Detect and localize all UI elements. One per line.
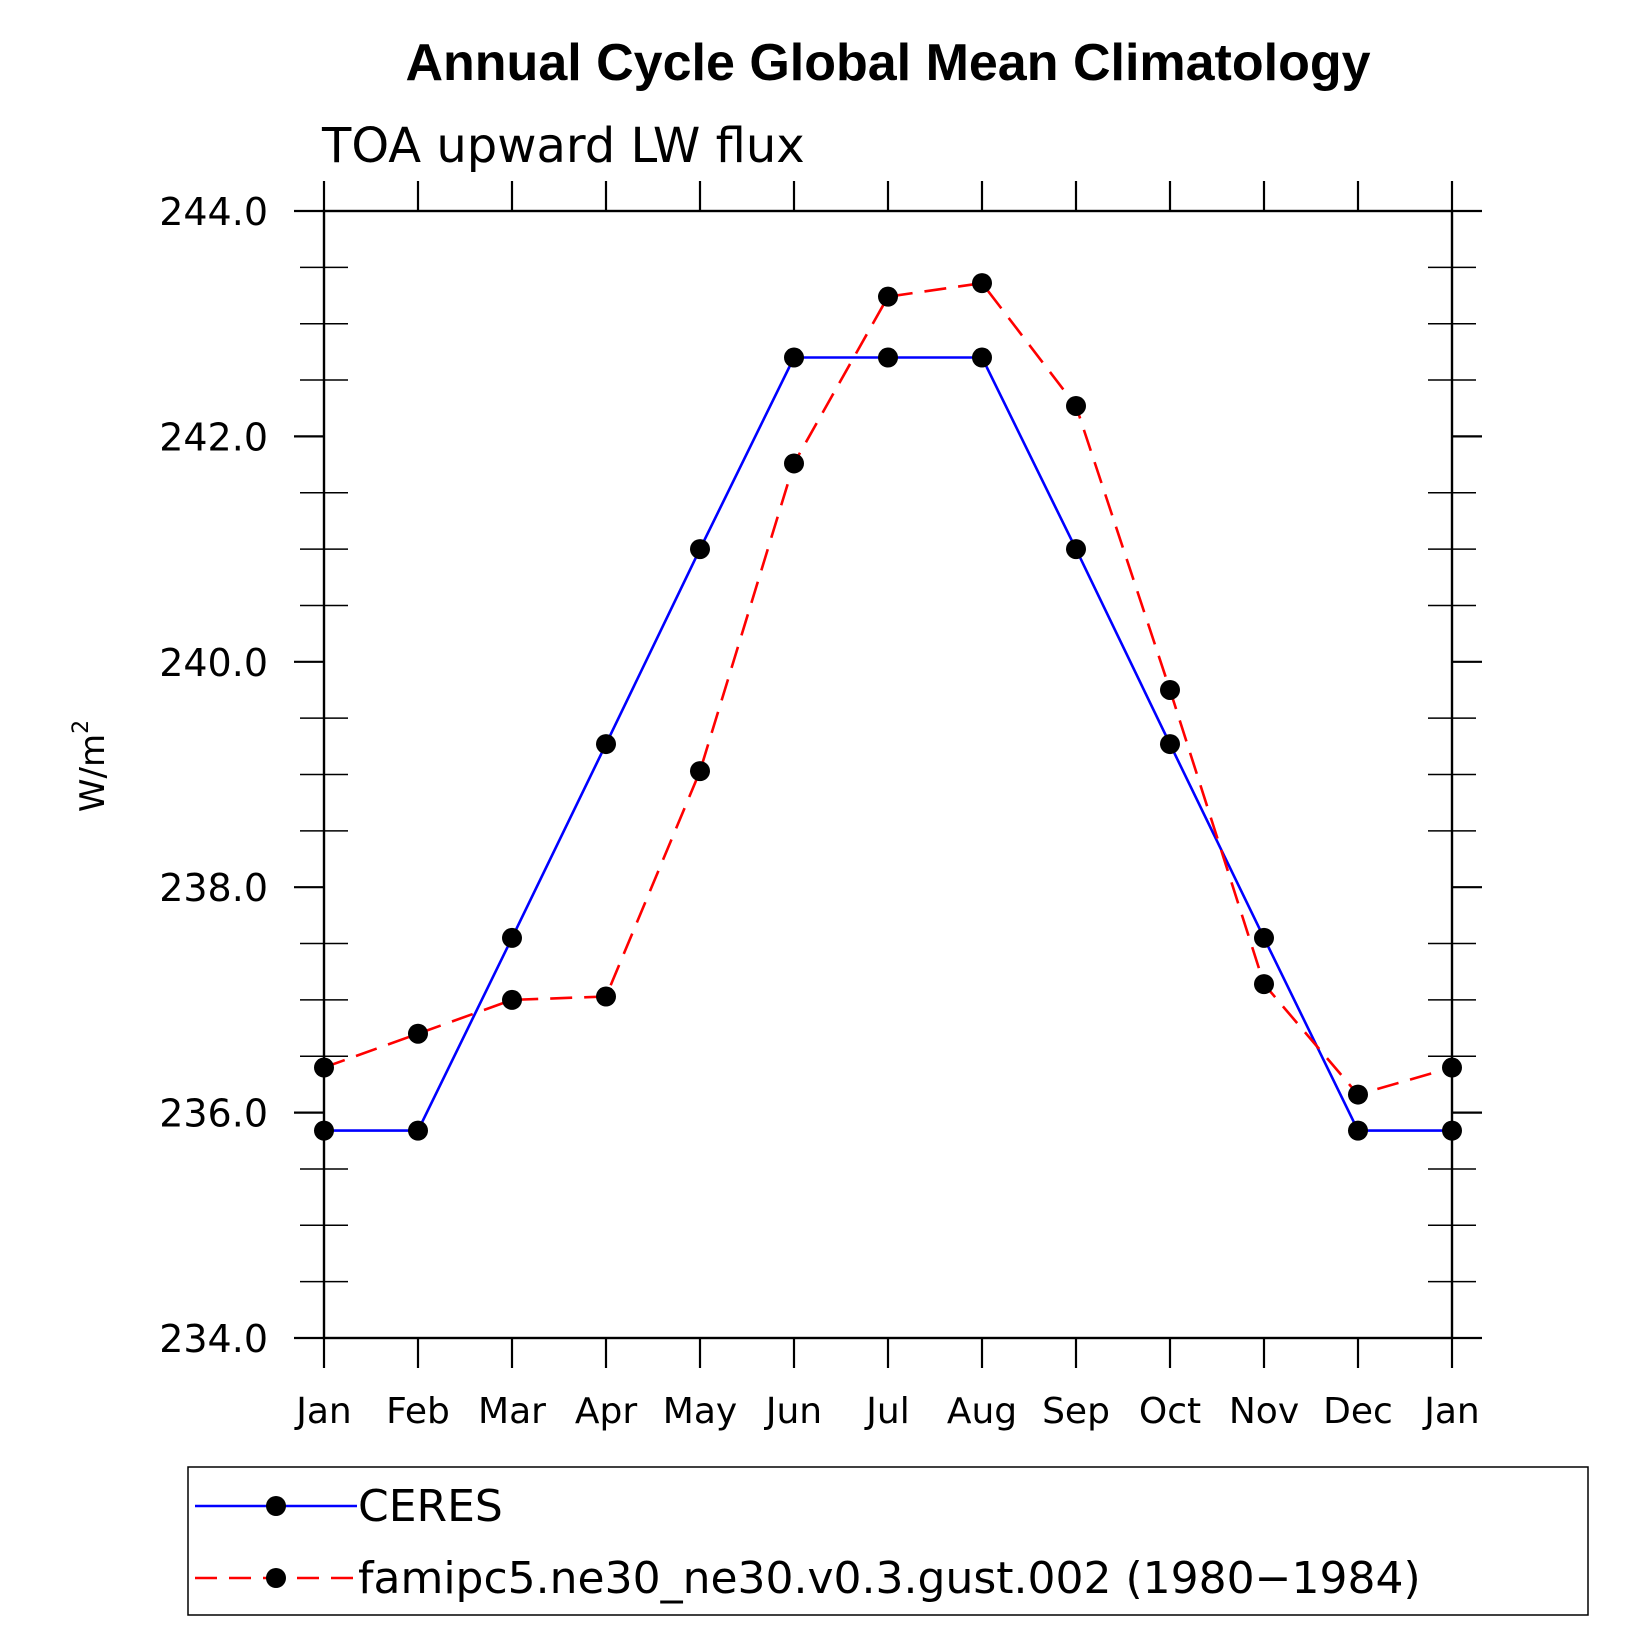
- x-tick-label: Jun: [764, 1391, 822, 1432]
- legend-marker-model: [266, 1568, 286, 1588]
- y-axis-label-superscript: 2: [69, 720, 94, 734]
- data-point-series-1: [502, 989, 522, 1010]
- y-axis-label: W/m2: [69, 720, 113, 812]
- data-point-series-0: [1348, 1120, 1368, 1141]
- data-point-series-0: [502, 927, 522, 948]
- x-tick-label: Mar: [478, 1391, 546, 1432]
- data-point-series-1: [690, 761, 710, 782]
- data-point-series-0: [596, 734, 616, 755]
- legend: CERES famipc5.ne30_ne30.v0.3.gust.002 (1…: [187, 1466, 1589, 1616]
- legend-box: [187, 1466, 1589, 1616]
- chart-subtitle: TOA upward LW flux: [321, 118, 805, 174]
- y-tick-label: 240.0: [159, 641, 268, 685]
- data-point-series-1: [596, 986, 616, 1007]
- x-tick-label: Dec: [1323, 1391, 1393, 1432]
- y-tick-label: 234.0: [159, 1317, 268, 1361]
- x-tick-label: Feb: [386, 1391, 450, 1432]
- data-point-series-0: [1066, 539, 1086, 560]
- x-tick-label: Jul: [864, 1391, 909, 1432]
- data-point-series-1: [972, 273, 992, 294]
- data-point-series-1: [314, 1057, 334, 1078]
- data-point-series-1: [1442, 1057, 1462, 1078]
- data-point-series-0: [1160, 734, 1180, 755]
- x-tick-label: Oct: [1139, 1391, 1201, 1432]
- data-point-series-1: [878, 286, 898, 307]
- data-point-series-1: [408, 1023, 428, 1044]
- data-point-series-0: [972, 347, 992, 368]
- legend-label-ceres: CERES: [358, 1481, 503, 1532]
- y-tick-label: 238.0: [159, 866, 268, 910]
- x-tick-label: Sep: [1042, 1391, 1110, 1432]
- x-tick-label: Jan: [294, 1391, 352, 1432]
- series-line-0: [324, 356, 1452, 1132]
- x-tick-label: Apr: [575, 1391, 637, 1432]
- data-point-series-0: [1442, 1120, 1462, 1141]
- y-axis-label-text: W/m: [73, 734, 113, 812]
- series-layer: [323, 281, 1453, 1132]
- x-tick-label: Aug: [947, 1391, 1017, 1432]
- data-point-series-1: [1066, 395, 1086, 416]
- series-line-1: [323, 281, 1453, 1096]
- data-point-series-0: [690, 539, 710, 560]
- data-point-series-0: [314, 1120, 334, 1141]
- x-tick-label: Nov: [1229, 1391, 1299, 1432]
- data-point-series-0: [878, 347, 898, 368]
- plot-frame: [322, 209, 1454, 1340]
- x-tick-label: May: [663, 1391, 737, 1432]
- legend-label-model: famipc5.ne30_ne30.v0.3.gust.002 (1980−19…: [358, 1553, 1421, 1604]
- axes: 234.0 236.0 238.0 240.0 242.0 244.0 Jan Feb Mar A…: [159, 181, 1482, 1432]
- data-point-series-1: [1160, 679, 1180, 700]
- data-point-series-1: [784, 453, 804, 474]
- data-point-series-0: [784, 347, 804, 368]
- legend-marker-ceres: [266, 1496, 286, 1516]
- points-layer: [314, 273, 1462, 1141]
- data-point-series-0: [408, 1120, 428, 1141]
- x-tick-label: Jan: [1422, 1391, 1480, 1432]
- data-point-series-1: [1254, 974, 1274, 995]
- y-tick-label: 236.0: [159, 1092, 268, 1136]
- y-tick-label: 244.0: [159, 190, 268, 234]
- data-point-series-1: [1348, 1084, 1368, 1105]
- chart-title: Annual Cycle Global Mean Climatology: [405, 34, 1370, 92]
- data-point-series-0: [1254, 927, 1274, 948]
- y-tick-label: 242.0: [159, 415, 268, 459]
